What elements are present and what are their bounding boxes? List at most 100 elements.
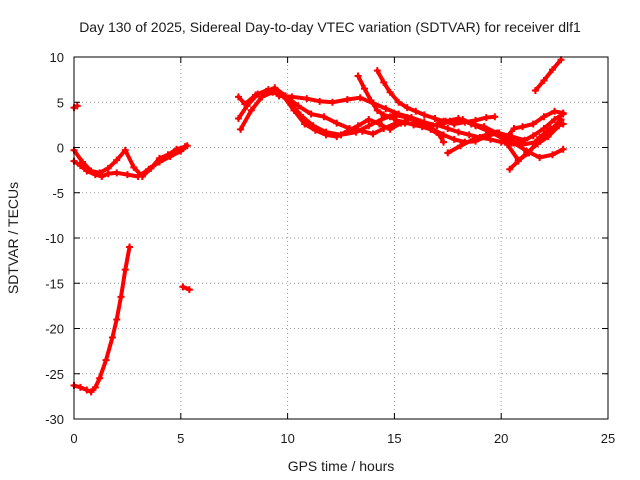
y-tick-label: -30 [45,412,64,427]
data-point [179,283,187,291]
data-point [155,154,163,162]
data-point [450,135,458,143]
data-point [435,131,443,139]
data-point [393,116,401,124]
data-point [454,128,462,136]
data-point [365,122,373,130]
series-track-n [531,56,565,94]
data-point [544,133,552,141]
data-point [130,163,138,171]
data-point [546,124,554,132]
x-tick-label: 15 [387,431,401,446]
data-point [316,97,324,105]
data-point [559,120,567,128]
y-tick-label: 5 [57,95,64,110]
data-point [320,113,328,121]
data-point [551,107,559,115]
data-point [373,67,381,75]
data-point [369,130,377,138]
data-point [386,125,394,133]
data-point [117,293,125,301]
data-point [420,118,428,126]
data-point [121,146,129,154]
data-series [70,56,567,396]
data-point [534,140,542,148]
data-point [181,143,189,151]
series-track-e [179,283,193,294]
data-point [465,131,473,139]
data-point [523,149,531,157]
data-point [352,128,360,136]
data-point [461,118,469,126]
data-point [407,114,415,122]
data-point [444,124,452,132]
data-point [303,95,311,103]
x-tick-label: 20 [494,431,508,446]
data-point [113,315,121,323]
data-point [540,77,548,85]
data-point [108,334,116,342]
data-point [237,125,245,133]
data-point [367,96,375,104]
data-point [378,115,386,123]
data-point [91,383,99,391]
data-point [482,131,490,139]
data-point [403,104,411,112]
data-point [96,374,104,382]
series-track-d [70,102,81,112]
data-point [275,92,283,100]
data-point [365,115,373,123]
data-point [185,286,193,294]
data-point [418,123,426,131]
data-point [269,88,277,96]
series-track-m [501,107,567,142]
data-point [444,149,452,157]
data-point [234,115,242,123]
data-point [333,133,341,141]
data-point [288,93,296,101]
y-tick-label: 10 [50,50,64,65]
series-track-k [373,67,499,128]
data-point [420,111,428,119]
data-point [73,102,81,110]
data-point [386,88,394,96]
y-axis-label: SDTVAR / TECUs [5,182,21,294]
data-point [469,135,477,143]
y-tick-label: -25 [45,367,64,382]
data-point [514,157,522,165]
data-point [356,94,364,102]
data-point [254,90,262,98]
data-point [311,126,319,134]
data-point [559,109,567,117]
data-point [410,121,418,129]
data-point [96,169,104,177]
data-point [247,106,255,114]
data-point [380,111,388,119]
x-tick-label: 25 [601,431,615,446]
y-tick-label: 0 [57,141,64,156]
data-point [113,156,121,164]
data-point [87,167,95,175]
data-point [375,120,383,128]
data-point [536,134,544,142]
series-line [533,57,563,93]
data-point [519,123,527,131]
data-point [551,115,559,123]
data-point [506,165,514,173]
data-point [440,138,448,146]
data-point [433,122,441,130]
data-point [87,388,95,396]
data-point [104,164,112,172]
data-point [264,86,272,94]
x-tick-label: 10 [280,431,294,446]
data-point [98,172,106,180]
data-point [76,383,84,391]
series-track-a [70,243,134,396]
data-point [548,66,556,74]
data-point [491,113,499,121]
x-tick-label: 0 [70,431,77,446]
series-track-o [506,122,563,173]
chart-title: Day 130 of 2025, Sidereal Day-to-day VTE… [79,19,581,35]
series-line [72,245,132,394]
